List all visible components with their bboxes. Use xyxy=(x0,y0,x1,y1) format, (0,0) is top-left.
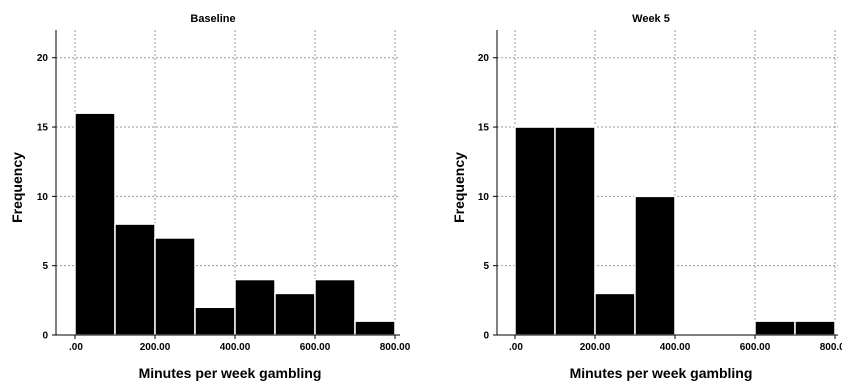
y-tick-label: 15 xyxy=(478,123,490,134)
histogram-bar xyxy=(594,292,636,336)
histogram-bar xyxy=(274,292,316,336)
histogram-bar xyxy=(794,320,836,336)
x-tick-label: 800.00 xyxy=(820,342,842,353)
histogram-bar xyxy=(234,278,276,336)
x-tick-label: 400.00 xyxy=(660,342,691,353)
x-tick-label: .00 xyxy=(69,342,83,353)
histogram-bar xyxy=(354,320,396,336)
x-tick-label: 600.00 xyxy=(300,342,331,353)
y-tick-label: 5 xyxy=(42,261,48,272)
histogram-bar xyxy=(154,237,196,336)
y-tick-label: 20 xyxy=(37,53,49,64)
histogram-bar xyxy=(114,223,156,336)
y-tick-label: 15 xyxy=(37,123,49,134)
histogram-bar xyxy=(74,112,116,336)
y-axis-label: Frequency xyxy=(451,152,467,223)
chart-title: Week 5 xyxy=(632,13,670,25)
x-axis-label: Minutes per week gambling xyxy=(570,365,753,381)
x-tick-label: 600.00 xyxy=(740,342,771,353)
x-tick-label: 400.00 xyxy=(220,342,251,353)
x-tick-label: 800.00 xyxy=(380,342,411,353)
x-axis-label: Minutes per week gambling xyxy=(139,365,322,381)
histogram-bar xyxy=(514,126,556,336)
histogram-bar xyxy=(314,278,356,336)
histogram-bar xyxy=(554,126,596,336)
y-axis-label: Frequency xyxy=(9,152,25,223)
y-tick-label: 20 xyxy=(478,53,490,64)
x-tick-label: .00 xyxy=(509,342,523,353)
x-tick-label: 200.00 xyxy=(580,342,611,353)
histogram-bar xyxy=(634,195,676,336)
y-tick-label: 10 xyxy=(37,192,49,203)
histogram-bar xyxy=(194,306,236,336)
x-tick-label: 200.00 xyxy=(140,342,171,353)
histogram-bar xyxy=(754,320,796,336)
y-tick-label: 0 xyxy=(42,331,48,342)
y-tick-label: 5 xyxy=(483,261,489,272)
chart-title: Baseline xyxy=(190,13,235,25)
y-tick-label: 10 xyxy=(478,192,490,203)
y-tick-label: 0 xyxy=(483,331,489,342)
